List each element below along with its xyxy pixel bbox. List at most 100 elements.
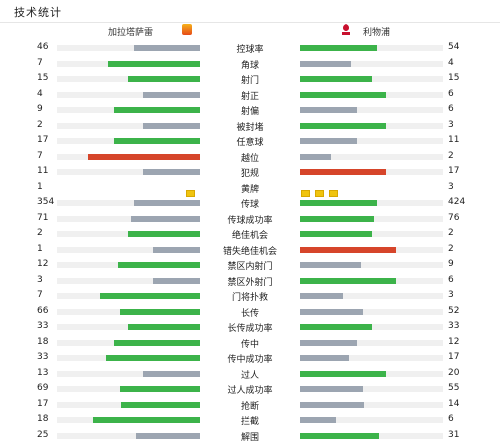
home-bar-track: [57, 433, 200, 439]
stat-label: 传中成功率: [200, 352, 300, 365]
home-bar: [121, 402, 200, 408]
stat-label: 任意球: [200, 135, 300, 148]
home-bar-track: [57, 92, 200, 98]
away-bar: [300, 433, 379, 439]
home-bar: [143, 371, 200, 377]
away-value: 6: [448, 414, 472, 424]
stat-label: 拦截: [200, 414, 300, 427]
home-bar-track: [57, 45, 200, 51]
away-bar-track: [300, 340, 443, 346]
away-bar-track: [300, 262, 443, 268]
home-value: 18: [37, 337, 57, 347]
stat-label: 长传: [200, 306, 300, 319]
home-bar-track: [57, 61, 200, 67]
home-bar-track: [57, 123, 200, 129]
away-bar-track: [300, 293, 443, 299]
home-value: 71: [37, 213, 57, 223]
home-value: 7: [37, 290, 57, 300]
away-value: 4: [448, 58, 472, 68]
away-value: 17: [448, 166, 472, 176]
away-bar-track: [300, 169, 443, 175]
stat-label: 射正: [200, 89, 300, 102]
away-value: 54: [448, 42, 472, 52]
away-bar-track: [300, 386, 443, 392]
stat-label: 长传成功率: [200, 321, 300, 334]
away-bar-track: [300, 417, 443, 423]
home-bar: [128, 76, 200, 82]
home-value: 17: [37, 135, 57, 145]
away-bar: [300, 402, 364, 408]
away-value: 9: [448, 259, 472, 269]
away-team-logo-icon: [340, 23, 352, 36]
stat-label: 犯规: [200, 166, 300, 179]
home-value: 12: [37, 259, 57, 269]
stat-label: 射偏: [200, 104, 300, 117]
home-value: 9: [37, 104, 57, 114]
stat-label: 门将扑救: [200, 290, 300, 303]
home-bar: [153, 278, 200, 284]
away-team-name: 利物浦: [363, 25, 390, 38]
home-value: 15: [37, 73, 57, 83]
home-bar-track: [57, 340, 200, 346]
away-value: 17: [448, 352, 472, 362]
home-bar: [136, 433, 200, 439]
away-bar-track: [300, 107, 443, 113]
home-bar: [143, 123, 200, 129]
home-value: 7: [37, 151, 57, 161]
away-bar: [300, 340, 357, 346]
away-bar-track: [300, 92, 443, 98]
stat-label: 过人: [200, 368, 300, 381]
stat-row: 3 禁区外射门 6: [0, 273, 500, 289]
away-bar: [300, 231, 372, 237]
home-bar: [143, 92, 200, 98]
home-value: 33: [37, 321, 57, 331]
stat-label: 禁区外射门: [200, 275, 300, 288]
away-bar-track: [300, 309, 443, 315]
home-bar: [93, 417, 200, 423]
away-bar: [300, 154, 331, 160]
away-value: 6: [448, 275, 472, 285]
away-bar: [300, 417, 336, 423]
home-bar-track: [57, 355, 200, 361]
away-bar-track: [300, 123, 443, 129]
home-value: 25: [37, 430, 57, 440]
away-value: 2: [448, 244, 472, 254]
home-team-logo-icon: [182, 24, 192, 35]
stat-label: 被封堵: [200, 120, 300, 133]
home-bar: [131, 216, 200, 222]
away-bar-track: [300, 278, 443, 284]
home-yellow-cards: [186, 182, 200, 190]
away-bar: [300, 107, 357, 113]
away-value: 33: [448, 321, 472, 331]
stat-label: 角球: [200, 58, 300, 71]
stat-row: 33 长传成功率 33: [0, 319, 500, 335]
home-bar-track: [57, 371, 200, 377]
home-bar-track: [57, 169, 200, 175]
away-bar-track: [300, 371, 443, 377]
stat-label: 解围: [200, 430, 300, 443]
away-bar: [300, 247, 396, 253]
home-bar-track: [57, 324, 200, 330]
away-value: 6: [448, 89, 472, 99]
home-bar-track: [57, 231, 200, 237]
home-bar: [114, 107, 200, 113]
home-value: 3: [37, 275, 57, 285]
away-bar: [300, 355, 349, 361]
away-value: 31: [448, 430, 472, 440]
page-title: 技术统计: [14, 4, 62, 20]
home-bar: [118, 262, 200, 268]
away-value: 2: [448, 228, 472, 238]
home-bar-track: [57, 216, 200, 222]
away-bar-track: [300, 231, 443, 237]
home-bar-track: [57, 138, 200, 144]
